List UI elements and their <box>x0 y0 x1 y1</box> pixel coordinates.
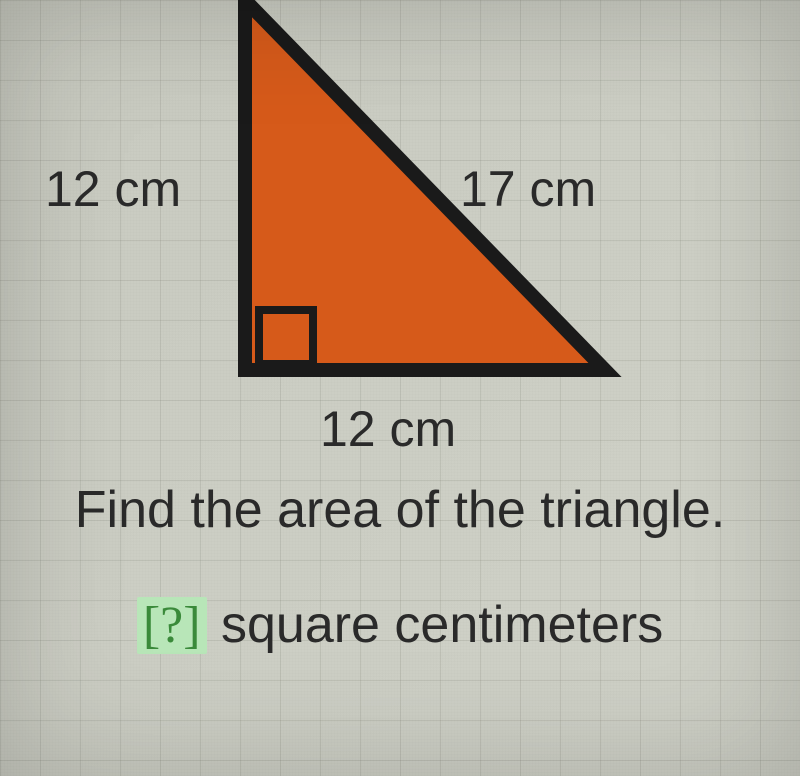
answer-line: [?] square centimeters <box>0 595 800 655</box>
side-label-bottom: 12 cm <box>320 400 456 458</box>
answer-placeholder[interactable]: [?] <box>137 597 207 654</box>
answer-units: square centimeters <box>221 596 663 654</box>
content-area: 12 cm 17 cm 12 cm Find the area of the t… <box>0 0 800 776</box>
question-text: Find the area of the triangle. <box>0 480 800 540</box>
side-label-left: 12 cm <box>45 160 181 218</box>
side-label-right: 17 cm <box>460 160 596 218</box>
